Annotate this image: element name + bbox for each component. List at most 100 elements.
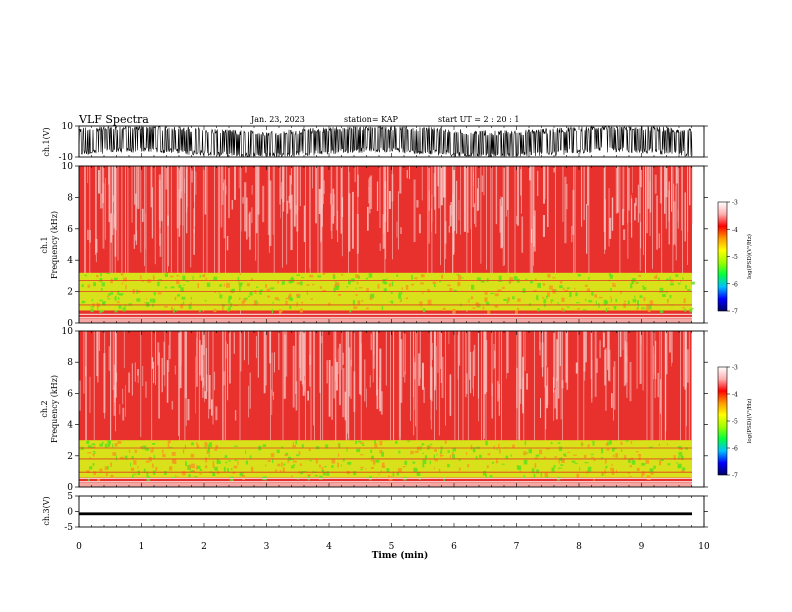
ch2-spectrogram-speckle: [594, 331, 597, 397]
ch1-spectrogram-band-texture: [659, 310, 664, 313]
ch1-spectrogram-streak: [95, 166, 97, 263]
ch2-spectrogram-band-texture: [292, 460, 297, 463]
ch2-spectrogram-streak: [347, 331, 349, 434]
ch1-spectrogram-band-texture: [391, 300, 394, 304]
ch1-spectrogram-speckle: [533, 210, 536, 252]
ch2-spectrogram-band-texture: [612, 447, 615, 452]
ch2-spectrogram-band-texture: [574, 463, 578, 465]
ch2-spectrogram-speckle: [248, 385, 250, 418]
ch1-spectrogram-speckle: [450, 202, 452, 216]
ch2-spectrogram-band-texture: [413, 467, 418, 473]
ch1-spectrogram-speckle: [193, 166, 195, 202]
ch2-spectrogram-band-texture: [205, 457, 208, 463]
ch2-spectrogram-speckle: [295, 381, 298, 411]
ch2-spectrogram-speckle: [604, 349, 607, 386]
x-tick-label: 5: [389, 542, 395, 552]
ch2-spectrogram-band-texture: [239, 472, 244, 477]
ch2-spectrogram-speckle: [187, 399, 190, 421]
ch2-spectrogram-speckle: [342, 368, 345, 418]
ch2-spectrogram-speckle: [180, 333, 182, 366]
ch1-spectrogram-ytick-label: 6: [67, 225, 73, 235]
ch1-colorbar: [717, 201, 728, 312]
ch2-spectrogram-speckle: [278, 331, 280, 370]
ch2-spectrogram-band-texture: [358, 441, 361, 443]
ch2-spectrogram-speckle: [299, 331, 302, 381]
ch1-spectrogram-streak: [321, 166, 323, 299]
ch2-spectrogram-streak: [86, 331, 87, 476]
ch1-spectrogram-band-texture: [219, 284, 222, 287]
ch1-spectrogram-band-texture: [272, 301, 274, 304]
ch2-spectrogram-speckle: [422, 362, 424, 390]
ch2-spectrogram-speckle: [613, 361, 616, 410]
ch2-spectrogram-speckle: [466, 373, 468, 394]
ch2-spectrogram-speckle: [472, 352, 474, 389]
ch2-spectrogram-band-texture: [496, 448, 498, 450]
ch1-spectrogram-band-texture: [335, 280, 337, 283]
ch1-spectrogram-band-texture: [285, 300, 288, 305]
ch1-spectrogram-speckle: [684, 192, 686, 242]
ch1-spectrogram-band-texture: [567, 306, 570, 308]
ch1-spectrogram-band-texture: [121, 282, 123, 285]
ch1-spectrogram-band-texture: [456, 274, 460, 276]
ch1-spectrogram-band-texture: [458, 275, 462, 280]
ch2-spectrogram-speckle: [163, 341, 165, 376]
ch2-spectrogram-speckle: [112, 331, 114, 390]
ch1-spectrogram-speckle: [472, 166, 474, 208]
ch2-spectrogram-band-texture: [92, 452, 95, 457]
ch2-spectrogram-streak: [140, 331, 142, 437]
ch2-spectrogram-band-texture: [378, 473, 380, 476]
ch1-spectrogram-band-texture: [612, 285, 616, 287]
ch1-spectrogram-band-texture: [118, 297, 120, 300]
ch2-spectrogram-band-texture: [593, 459, 596, 461]
ch2-spectrogram-streak: [198, 331, 200, 463]
ch2-spectrogram-band-texture: [491, 461, 494, 464]
ch2-spectrogram-band-texture: [270, 453, 275, 458]
x-tick-label: 0: [76, 542, 82, 552]
ch2-spectrogram-speckle: [595, 358, 598, 373]
ch2-spectrogram-streak: [494, 331, 496, 469]
ch1-spectrogram-band-texture: [106, 295, 109, 298]
ch2-spectrogram-band-texture: [607, 441, 609, 446]
ch1-spectrogram-band-texture: [114, 310, 118, 313]
ch2-spectrogram-band-texture: [227, 468, 229, 472]
ch1-spectrogram-speckle: [323, 166, 324, 204]
ch1-spectrogram-band-texture: [683, 298, 686, 304]
ch2-spectrogram-band-texture: [110, 474, 114, 478]
ch1-spectrogram-band-texture: [206, 282, 211, 287]
ch2-spectrogram-streak: [652, 331, 654, 444]
ch1-spectrogram-streak: [502, 166, 504, 267]
ch2-spectrogram-streak: [390, 331, 391, 446]
ch1-spectrogram-band-texture: [390, 291, 393, 294]
ch1-spectrogram-band-texture: [125, 284, 127, 290]
ch2-spectrogram-band-texture: [291, 465, 295, 469]
ch2-spectrogram-band-texture: [231, 467, 233, 471]
ch2-spectrogram-band-texture: [196, 444, 200, 449]
ch2-spectrogram-band-texture: [132, 474, 134, 480]
ch2-spectrogram-streak: [481, 331, 482, 473]
ch1-spectrogram-speckle: [112, 166, 114, 235]
ch2-spectrogram-speckle: [435, 331, 437, 387]
ch2-spectrogram-speckle: [128, 372, 130, 393]
ch1-spectrogram-band-texture: [319, 286, 322, 289]
ch2-spectrogram-band-texture: [169, 446, 173, 449]
ch1-spectrogram-streak: [206, 166, 208, 303]
ch2-spectrogram-speckle: [200, 344, 203, 381]
ch2-spectrogram-band-texture: [434, 459, 438, 462]
ch1-spectrogram-speckle: [191, 170, 193, 183]
ch1-spectrogram-band-texture: [667, 299, 669, 304]
ch1-spectrogram-streak: [89, 166, 91, 276]
ch1-spectrogram-speckle: [246, 197, 248, 240]
ch1-spectrogram-band-texture: [288, 296, 292, 301]
ch2-spectrogram-band-texture: [379, 441, 383, 446]
ch2-spectrogram-band-texture: [295, 440, 297, 445]
ch2-spectrogram-speckle: [370, 333, 372, 350]
ch2-spectrogram-band-texture: [285, 452, 289, 456]
ch1-spectrogram-band-texture: [615, 299, 618, 303]
ch2-spectrogram-speckle: [225, 341, 227, 359]
ch1-spectrogram-band-texture: [608, 273, 612, 277]
ch2-colorbar: [717, 366, 728, 476]
ch1-spectrogram-speckle: [290, 194, 293, 251]
ch2-spectrogram-band-texture: [234, 459, 238, 461]
ch1-spectrogram-speckle: [251, 185, 253, 195]
